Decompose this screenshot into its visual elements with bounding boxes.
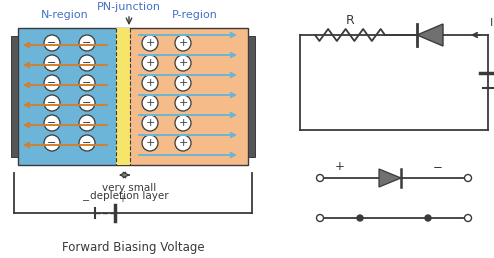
Text: +: +: [178, 58, 188, 68]
Text: +: +: [178, 38, 188, 48]
Circle shape: [44, 75, 60, 91]
Circle shape: [317, 214, 324, 222]
Circle shape: [175, 75, 191, 91]
Circle shape: [79, 135, 95, 151]
Text: −: −: [47, 78, 57, 88]
Bar: [116, 28, 130, 165]
Text: −: −: [47, 38, 57, 48]
Text: +: +: [118, 194, 126, 204]
Circle shape: [464, 214, 471, 222]
Circle shape: [175, 115, 191, 131]
Text: PN-junction: PN-junction: [97, 2, 161, 12]
Text: −: −: [47, 138, 57, 148]
Text: −: −: [82, 98, 92, 108]
Text: +: +: [145, 118, 155, 128]
Text: −: −: [82, 38, 92, 48]
Text: +: +: [178, 138, 188, 148]
Circle shape: [142, 135, 158, 151]
Circle shape: [79, 35, 95, 51]
Text: Forward Biasing Voltage: Forward Biasing Voltage: [62, 240, 205, 254]
Circle shape: [44, 135, 60, 151]
Circle shape: [79, 75, 95, 91]
Circle shape: [142, 95, 158, 111]
Bar: [11, 36, 18, 157]
Circle shape: [142, 55, 158, 71]
Polygon shape: [417, 24, 443, 46]
Circle shape: [175, 135, 191, 151]
Circle shape: [44, 95, 60, 111]
Text: depletion layer: depletion layer: [90, 191, 168, 201]
Text: I = I: I = I: [490, 18, 494, 28]
Bar: [122, 28, 248, 165]
Circle shape: [79, 55, 95, 71]
Text: +: +: [145, 78, 155, 88]
Text: P-region: P-region: [172, 10, 218, 20]
Circle shape: [44, 115, 60, 131]
Circle shape: [425, 215, 431, 221]
Circle shape: [175, 95, 191, 111]
Circle shape: [44, 55, 60, 71]
Text: R: R: [346, 14, 354, 27]
Text: −: −: [82, 196, 90, 206]
Circle shape: [175, 35, 191, 51]
Text: −: −: [433, 160, 443, 173]
Text: −: −: [82, 58, 92, 68]
Circle shape: [142, 35, 158, 51]
Text: −: −: [82, 78, 92, 88]
Polygon shape: [379, 169, 401, 187]
Text: +: +: [145, 58, 155, 68]
Circle shape: [317, 174, 324, 181]
Text: +: +: [178, 98, 188, 108]
Text: −: −: [82, 118, 92, 128]
Text: +: +: [145, 98, 155, 108]
Circle shape: [79, 115, 95, 131]
Circle shape: [357, 215, 363, 221]
Text: −: −: [47, 58, 57, 68]
Text: +: +: [335, 160, 345, 173]
Text: +: +: [145, 38, 155, 48]
Bar: [18, 28, 122, 165]
Text: +: +: [178, 118, 188, 128]
Circle shape: [142, 75, 158, 91]
Text: −: −: [82, 138, 92, 148]
Circle shape: [464, 174, 471, 181]
Circle shape: [175, 55, 191, 71]
Text: −: −: [47, 98, 57, 108]
Circle shape: [44, 35, 60, 51]
Text: +: +: [178, 78, 188, 88]
Text: N-region: N-region: [41, 10, 89, 20]
Text: +: +: [145, 138, 155, 148]
Text: very small: very small: [102, 183, 156, 193]
Circle shape: [79, 95, 95, 111]
Bar: [248, 36, 255, 157]
Text: −: −: [47, 118, 57, 128]
Circle shape: [142, 115, 158, 131]
